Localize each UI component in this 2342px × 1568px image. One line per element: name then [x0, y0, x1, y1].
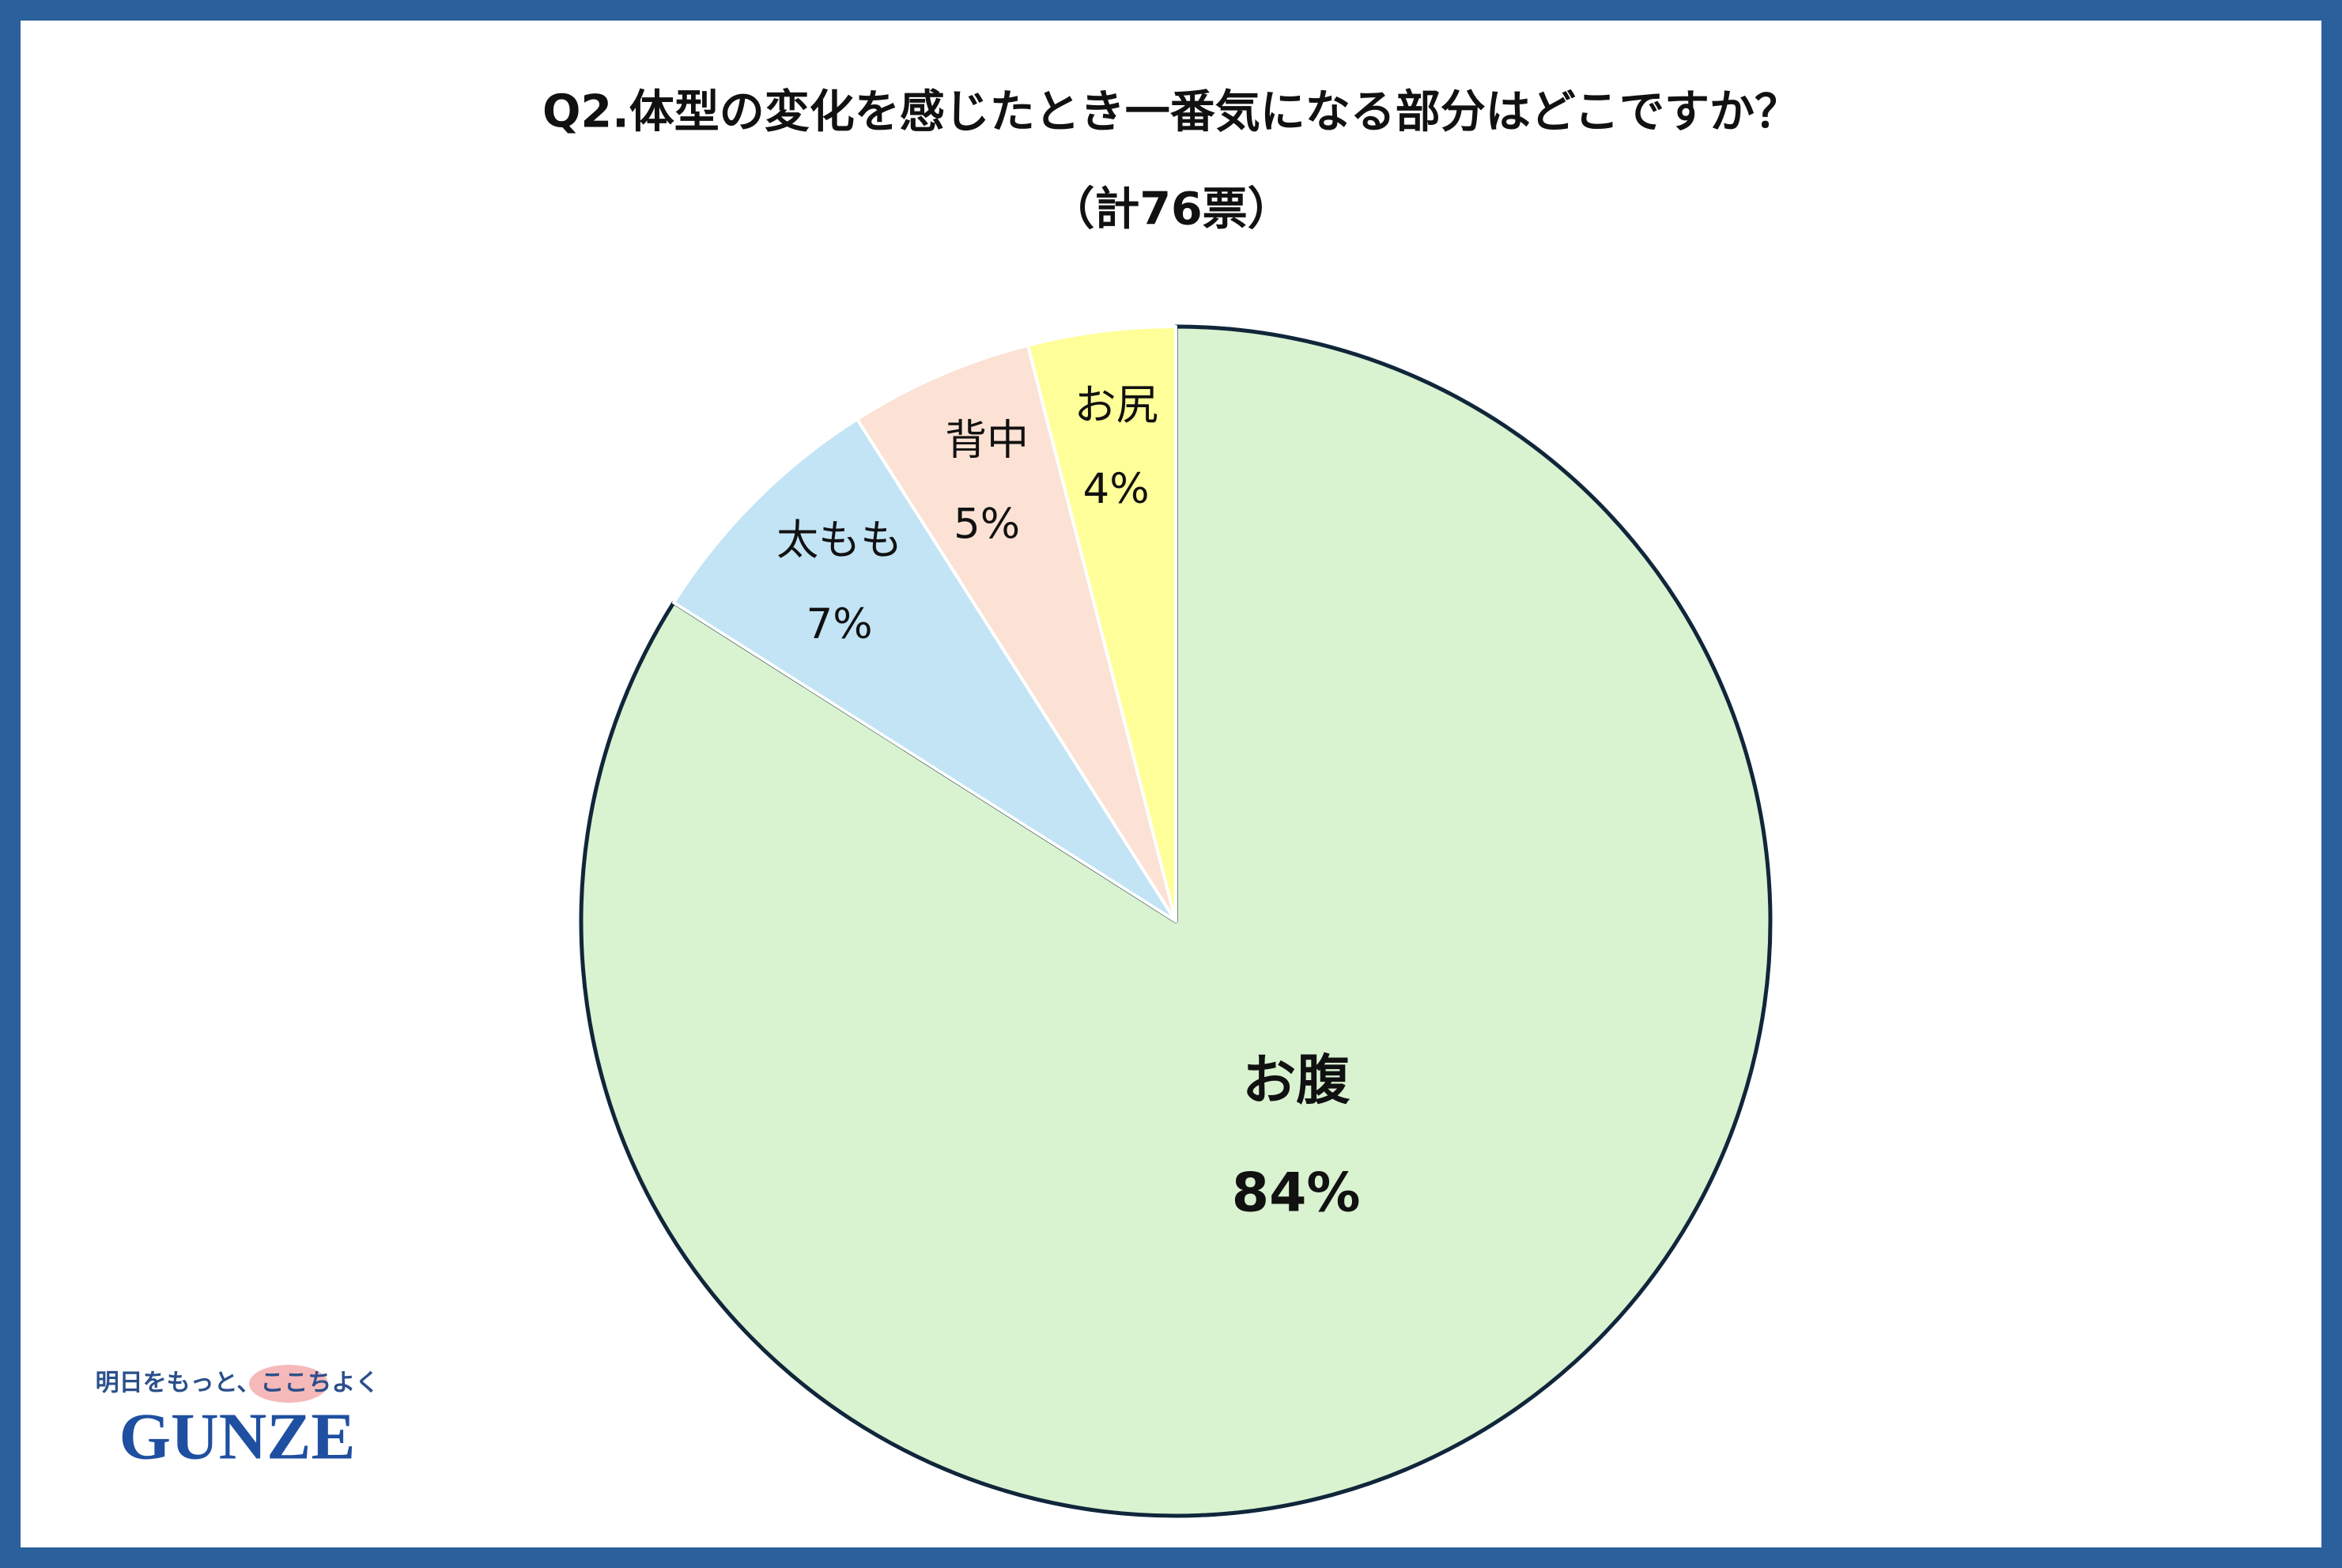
logo-accent: [249, 1365, 328, 1403]
slice-value-label: 84%: [1232, 1162, 1361, 1224]
pie-slice: [672, 418, 1177, 923]
slice-value-label: 5%: [954, 501, 1020, 549]
pie: お腹 84% 太もも 7% 背中 5% お尻 4%: [579, 324, 1773, 1518]
logo-brand: GUNZE: [119, 1400, 356, 1473]
slice-label: 背中: [945, 417, 1029, 465]
pie-slice: [856, 343, 1177, 923]
chart-subtitle: （計76票）: [1049, 183, 1292, 236]
slice-value-label: 4%: [1083, 465, 1150, 513]
slice-label: 太もも: [776, 516, 902, 565]
chart-title: Q2.体型の変化を感じたとき一番気になる部分はどこですか？: [542, 86, 1800, 138]
slice-value-label: 7%: [806, 600, 873, 648]
slice-label: お腹: [1242, 1049, 1350, 1112]
logo-tagline: 明日をもっと、ここちよく: [96, 1370, 380, 1397]
slice-label: お尻: [1075, 381, 1158, 429]
pie-slice: [1026, 325, 1177, 923]
